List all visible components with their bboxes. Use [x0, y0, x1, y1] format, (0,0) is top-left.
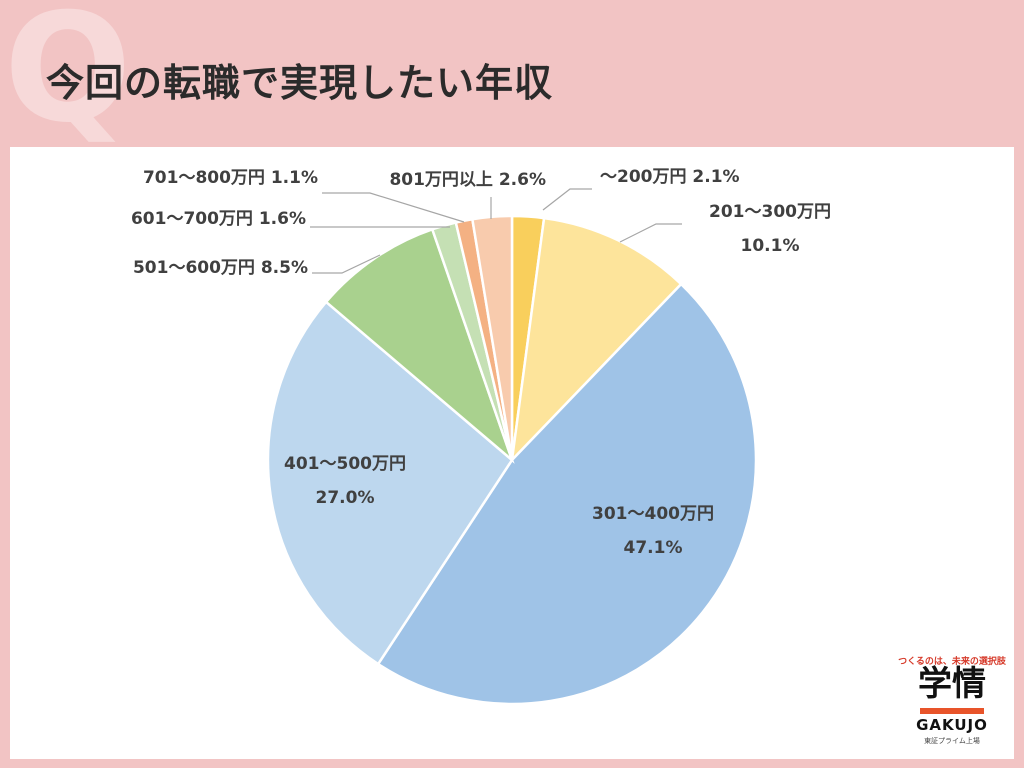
pie-slice [376, 282, 758, 706]
slice-label: ～200万円 2.1% [600, 167, 740, 187]
slice-label: 801万円以上 2.6% [389, 170, 546, 190]
slice-label: 401～500万円 [284, 454, 406, 474]
pie-chart: ～200万円 2.1% 201～300万円 10.1% 301～400万円 47.1% 4… [131, 167, 831, 706]
leader-line [542, 188, 592, 211]
q-mark: Q [4, 0, 132, 156]
pie-slice [324, 227, 515, 464]
logo-name: 学情 [918, 664, 986, 704]
slice-label: 301～400万円 [592, 504, 714, 524]
logo-bar [920, 708, 984, 714]
pie-slice [470, 214, 514, 461]
leader-line [322, 192, 465, 223]
pie-slice [266, 300, 514, 666]
slice-label: 701～800万円 1.1% [143, 168, 318, 188]
logo-tagline: つくるのは、未来の選択肢 [898, 657, 1006, 667]
slice-value-label: 47.1% [624, 538, 683, 558]
slice-value-label: 10.1% [741, 236, 800, 256]
gakujo-logo: つくるのは、未来の選択肢 学情 GAKUJO 東証プライム上場 [898, 652, 1006, 752]
leader-line [619, 223, 682, 243]
chart-panel: ～200万円 2.1% 201～300万円 10.1% 301～400万円 47.1% 4… [10, 147, 1014, 759]
logo-listing: 東証プライム上場 [924, 737, 980, 745]
slice-label: 501～600万円 8.5% [133, 258, 308, 278]
slice-label: 201～300万円 [709, 202, 831, 222]
logo-name-en: GAKUJO [916, 716, 988, 734]
pie-slice [510, 216, 683, 464]
slice-label: 601～700万円 1.6% [131, 209, 306, 229]
leader-line [312, 254, 381, 274]
slice-value-label: 27.0% [316, 488, 375, 508]
page-title: 今回の転職で実現したい年収 [46, 61, 554, 105]
